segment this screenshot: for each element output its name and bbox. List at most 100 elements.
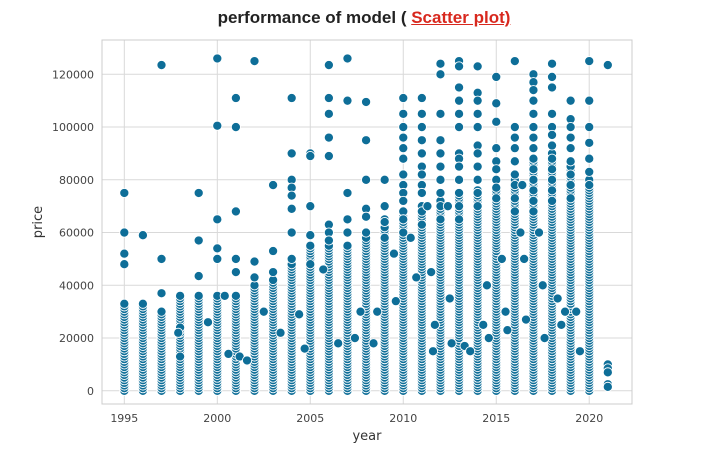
x-axis-label: year — [352, 429, 382, 444]
data-point — [323, 132, 334, 143]
data-point — [427, 346, 439, 357]
data-point — [405, 232, 416, 243]
data-point — [230, 121, 241, 133]
data-point — [379, 216, 390, 228]
data-point — [223, 348, 234, 359]
data-point — [565, 169, 576, 180]
data-point — [528, 85, 539, 96]
data-point — [565, 156, 576, 167]
data-point — [137, 298, 148, 309]
data-point — [515, 227, 526, 238]
data-point — [565, 143, 576, 154]
data-point — [286, 203, 297, 214]
y-tick-label: 40000 — [59, 279, 94, 292]
data-point — [528, 206, 539, 217]
data-point — [454, 121, 465, 133]
data-point — [416, 169, 427, 180]
data-point — [323, 108, 334, 119]
data-point — [286, 227, 297, 238]
data-point — [571, 306, 582, 317]
y-tick-label: 120000 — [52, 68, 94, 81]
data-point — [546, 82, 558, 93]
plot-frame — [101, 39, 633, 405]
data-point — [416, 92, 427, 104]
chart-title-highlight: Scatter plot) — [411, 8, 511, 27]
data-point — [342, 53, 353, 64]
data-point — [509, 132, 520, 143]
data-point — [454, 95, 465, 106]
data-point — [539, 333, 550, 344]
data-point — [355, 306, 366, 317]
data-point — [305, 259, 316, 270]
data-point — [483, 333, 494, 344]
x-tick-label: 1995 — [110, 412, 138, 425]
data-point — [472, 161, 483, 172]
data-point — [318, 264, 329, 275]
data-point — [584, 166, 595, 177]
data-point — [398, 169, 409, 180]
data-point — [472, 108, 483, 119]
data-point — [546, 153, 558, 164]
data-point — [509, 206, 520, 217]
data-point — [398, 214, 409, 225]
data-point — [388, 248, 400, 259]
data-point — [444, 293, 455, 304]
data-point — [435, 135, 446, 146]
y-tick-label: 20000 — [59, 332, 94, 345]
data-point — [565, 121, 576, 133]
data-point — [565, 193, 576, 204]
data-point — [472, 121, 483, 133]
data-point — [472, 201, 483, 212]
data-point — [478, 319, 489, 330]
data-point — [537, 280, 548, 291]
data-point — [602, 381, 613, 392]
data-point — [230, 267, 241, 278]
data-point — [565, 132, 576, 143]
data-point — [258, 306, 269, 317]
y-tick-label: 100000 — [52, 121, 94, 134]
data-point — [323, 60, 334, 71]
data-point — [435, 161, 446, 172]
data-point — [472, 61, 483, 72]
data-point — [546, 129, 558, 141]
data-point — [398, 153, 409, 164]
data-point — [411, 272, 422, 283]
data-point — [472, 174, 483, 185]
data-point — [268, 180, 279, 191]
data-point — [565, 180, 576, 191]
data-point — [156, 306, 167, 317]
data-point — [305, 230, 316, 241]
data-point — [546, 108, 558, 119]
data-point — [520, 314, 532, 325]
data-point — [533, 227, 545, 238]
data-point — [472, 95, 483, 106]
data-point — [398, 121, 409, 133]
x-tick-label: 2015 — [482, 412, 510, 425]
data-point — [528, 108, 539, 119]
data-point — [119, 248, 130, 259]
data-point — [528, 143, 539, 154]
data-point — [584, 121, 595, 133]
data-point — [602, 367, 613, 378]
data-point — [509, 156, 520, 167]
data-point — [398, 227, 409, 238]
data-point — [454, 108, 465, 119]
data-point — [390, 296, 401, 307]
data-point — [416, 219, 427, 230]
data-point — [584, 95, 595, 106]
data-point — [156, 288, 167, 299]
data-point — [502, 325, 513, 336]
data-point — [212, 120, 223, 131]
data-point — [496, 253, 507, 264]
data-point — [528, 195, 539, 206]
data-point — [379, 201, 390, 212]
data-point — [398, 132, 409, 143]
chart-title-text: performance of model ( — [217, 8, 412, 27]
data-point — [219, 290, 230, 301]
data-point — [361, 211, 372, 222]
data-point — [416, 148, 427, 159]
data-points — [119, 53, 613, 396]
data-point — [546, 195, 558, 206]
data-point — [552, 293, 563, 304]
data-point — [602, 60, 613, 71]
